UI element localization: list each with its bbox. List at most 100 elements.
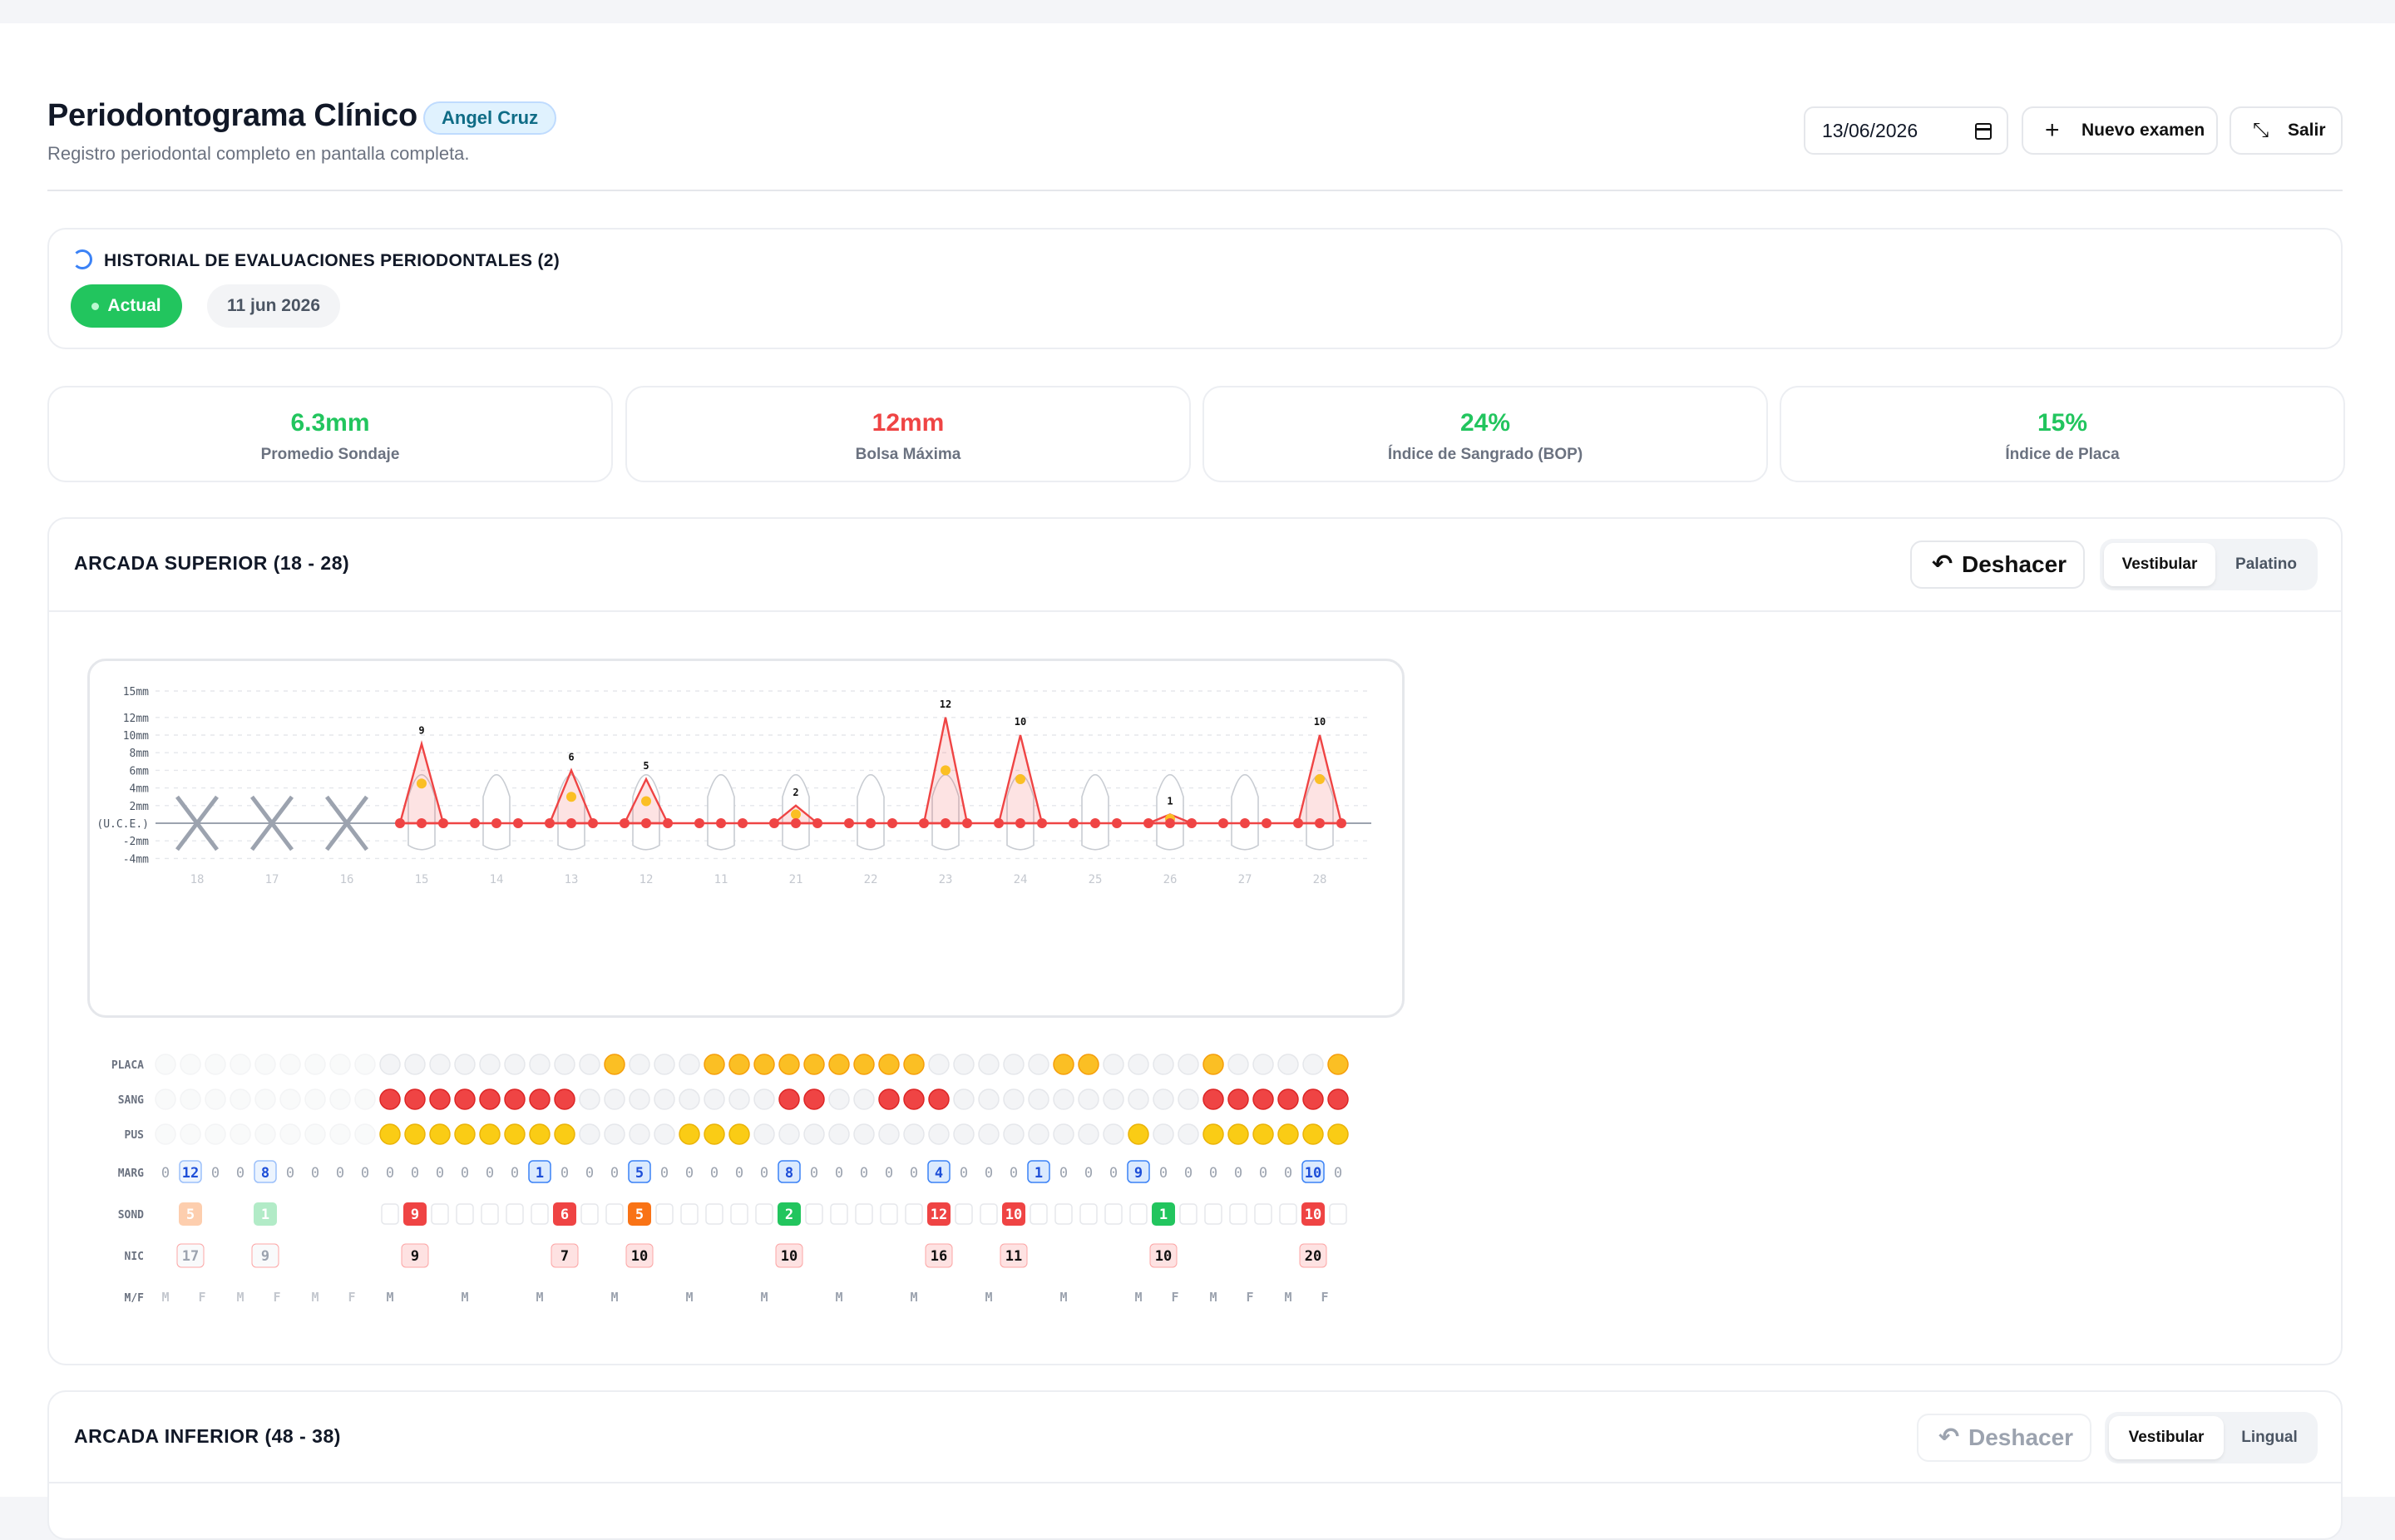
tooth-number: 28 bbox=[1313, 873, 1327, 886]
margin-value: 0 bbox=[1284, 1165, 1292, 1182]
lower-undo-button[interactable]: ↶ Deshacer bbox=[1917, 1414, 2091, 1462]
tooth-number: 11 bbox=[714, 873, 728, 886]
margin-value: 9 bbox=[1134, 1165, 1143, 1182]
calendar-icon[interactable] bbox=[1975, 123, 1992, 140]
plaque-cell bbox=[1078, 1054, 1099, 1075]
mf-value: M bbox=[1209, 1290, 1217, 1305]
bleeding-cell bbox=[953, 1088, 975, 1110]
tab-vestibular[interactable]: Vestibular bbox=[2104, 543, 2215, 586]
bleeding-cell bbox=[828, 1088, 850, 1110]
bleeding-cell bbox=[1053, 1088, 1074, 1110]
probe-point bbox=[1240, 818, 1250, 828]
probe-point bbox=[887, 818, 897, 828]
probing-empty-cell bbox=[730, 1203, 748, 1225]
probing-value: 5 bbox=[635, 1207, 644, 1223]
pus-cell bbox=[1327, 1123, 1349, 1145]
tooth-outline bbox=[1006, 773, 1035, 851]
plaque-cell bbox=[529, 1054, 551, 1075]
margin-value: 0 bbox=[735, 1165, 743, 1182]
bleeding-cell bbox=[404, 1088, 426, 1110]
upper-arch-card: ARCADA SUPERIOR (18 - 28) ↶ Deshacer Ves… bbox=[47, 517, 2343, 1365]
pus-cell bbox=[1153, 1123, 1174, 1145]
probing-value: 5 bbox=[186, 1207, 195, 1223]
plaque-cell bbox=[604, 1054, 625, 1075]
bleeding-cell bbox=[1078, 1088, 1099, 1110]
history-current-label: Actual bbox=[107, 296, 161, 315]
bleeding-cell bbox=[1277, 1088, 1299, 1110]
plaque-cell bbox=[1302, 1054, 1324, 1075]
probing-empty-cell bbox=[1054, 1203, 1073, 1225]
pus-cell bbox=[1003, 1123, 1025, 1145]
nic-highlight bbox=[401, 1243, 429, 1268]
exit-label: Salir bbox=[2288, 121, 2326, 140]
margin-value: 0 bbox=[1010, 1165, 1018, 1182]
pus-cell bbox=[1128, 1123, 1149, 1145]
mf-value: M bbox=[1059, 1290, 1067, 1305]
pus-cell bbox=[529, 1123, 551, 1145]
mf-value: F bbox=[1321, 1290, 1328, 1305]
plaque-cell bbox=[504, 1054, 526, 1075]
tooth-number: 15 bbox=[415, 873, 429, 886]
y-axis-label: 6mm bbox=[130, 765, 150, 777]
probe-point bbox=[738, 818, 748, 828]
bleeding-cell bbox=[205, 1088, 226, 1110]
tooth-outline bbox=[1306, 773, 1334, 851]
margin-highlight bbox=[179, 1160, 202, 1183]
y-axis-label: 10mm bbox=[123, 730, 149, 743]
new-exam-button[interactable]: + Nuevo examen bbox=[2022, 106, 2218, 155]
tooth-number: 27 bbox=[1238, 873, 1252, 886]
tooth-outline bbox=[407, 773, 436, 851]
plaque-cell bbox=[329, 1054, 351, 1075]
pus-cell bbox=[978, 1123, 1000, 1145]
stat-label: Bolsa Máxima bbox=[855, 446, 961, 463]
probing-highlight bbox=[1002, 1202, 1025, 1226]
probing-empty-cell bbox=[805, 1203, 823, 1225]
nic-highlight bbox=[176, 1243, 205, 1268]
page-title: Periodontograma Clínico bbox=[47, 98, 417, 133]
pus-cell bbox=[1277, 1123, 1299, 1145]
probe-point bbox=[641, 818, 651, 828]
bleeding-cell bbox=[354, 1088, 376, 1110]
upper-undo-button[interactable]: ↶ Deshacer bbox=[1910, 540, 2085, 589]
patient-badge[interactable]: Angel Cruz bbox=[423, 101, 557, 135]
bleeding-cell bbox=[1103, 1088, 1124, 1110]
pus-cell bbox=[1302, 1123, 1324, 1145]
margin-value: 0 bbox=[960, 1165, 968, 1182]
bleeding-cell bbox=[1202, 1088, 1224, 1110]
probing-empty-cell bbox=[880, 1203, 898, 1225]
plaque-cell bbox=[704, 1054, 725, 1075]
stat-card-max-pocket: 12mm Bolsa Máxima bbox=[625, 386, 1191, 482]
plaque-cell bbox=[1178, 1054, 1199, 1075]
margin-value: 0 bbox=[685, 1165, 694, 1182]
margin-value: 0 bbox=[660, 1165, 669, 1182]
undo-icon: ↶ bbox=[1932, 550, 1953, 578]
plaque-cell bbox=[753, 1054, 775, 1075]
exit-fullscreen-button[interactable]: ⤡ Salir bbox=[2230, 106, 2343, 155]
exam-date-input[interactable]: 13/06/2026 bbox=[1804, 106, 2008, 155]
nic-highlight bbox=[625, 1243, 654, 1268]
tab-vestibular[interactable]: Vestibular bbox=[2109, 1416, 2224, 1459]
probing-value: 2 bbox=[785, 1207, 793, 1223]
margin-highlight bbox=[927, 1160, 951, 1183]
pus-cell bbox=[803, 1123, 825, 1145]
bleeding-cell bbox=[903, 1088, 925, 1110]
y-axis-label: 15mm bbox=[123, 686, 149, 698]
tab-lingual[interactable]: Lingual bbox=[2241, 1429, 2298, 1446]
probing-highlight bbox=[778, 1202, 801, 1226]
y-axis-label: -4mm bbox=[123, 853, 149, 866]
pus-cell bbox=[903, 1123, 925, 1145]
probing-empty-cell bbox=[830, 1203, 848, 1225]
history-previous-pill[interactable]: 11 jun 2026 bbox=[207, 284, 340, 328]
probing-empty-cell bbox=[1104, 1203, 1123, 1225]
tooth-outline bbox=[1081, 773, 1109, 851]
probing-empty-cell bbox=[605, 1203, 624, 1225]
margin-value: 0 bbox=[1234, 1165, 1242, 1182]
tab-palatino[interactable]: Palatino bbox=[2235, 555, 2297, 573]
plaque-cell bbox=[1327, 1054, 1349, 1075]
row-label-sang: SANG bbox=[118, 1094, 144, 1107]
probe-point bbox=[919, 818, 929, 828]
mf-value: M bbox=[311, 1290, 319, 1305]
margin-value: 0 bbox=[236, 1165, 244, 1182]
plaque-cell bbox=[953, 1054, 975, 1075]
history-current-pill[interactable]: Actual bbox=[71, 284, 182, 328]
